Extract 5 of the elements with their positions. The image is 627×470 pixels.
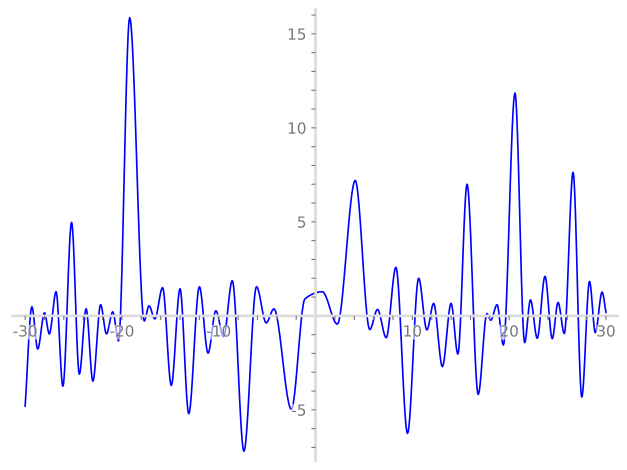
- x-tick-label: 30: [597, 325, 615, 337]
- y-tick-label: 5: [298, 216, 306, 228]
- y-tick-label: 15: [288, 28, 306, 40]
- y-tick-label: 10: [288, 122, 306, 134]
- y-tick-label: -5: [292, 404, 306, 416]
